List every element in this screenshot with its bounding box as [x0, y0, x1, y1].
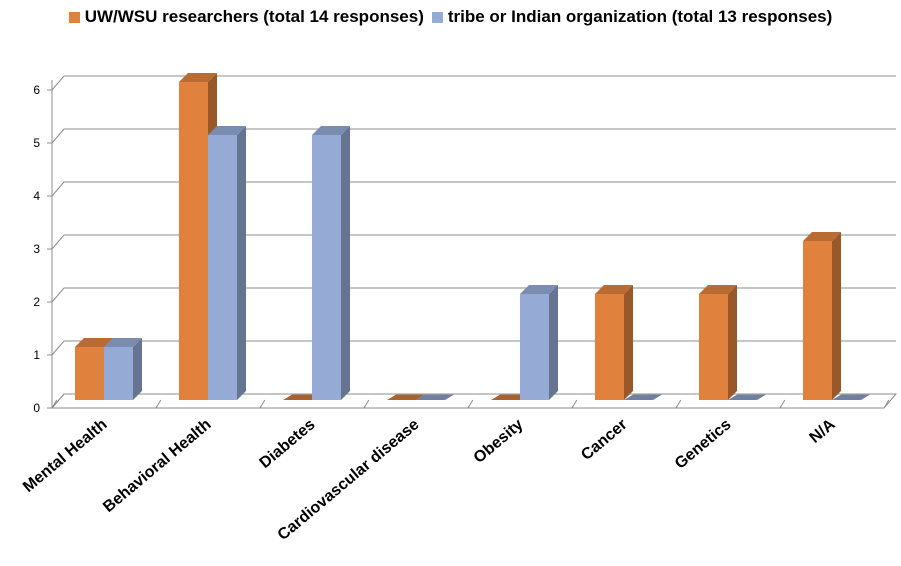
y-tick-label: 6: [33, 83, 40, 97]
bar-top: [520, 285, 558, 294]
bar-side: [624, 285, 633, 400]
legend-item-uw-wsu: UW/WSU researchers (total 14 responses): [68, 7, 424, 27]
bar-front: [179, 82, 208, 400]
y-tick-label: 4: [33, 189, 40, 203]
bar-zero: [416, 394, 454, 400]
bar-tribe-genetics: [728, 394, 766, 400]
x-tick-label: Behavioral Health: [100, 416, 214, 516]
y-tick-label: 5: [33, 136, 40, 150]
bar-tribe-mental-health: [104, 338, 142, 400]
x-tick-mark: [51, 399, 58, 409]
bar-tribe-cardiovascular-disease: [416, 394, 454, 400]
x-tick-label: Genetics: [672, 416, 735, 473]
bar-side: [832, 232, 841, 400]
bar-side: [133, 338, 142, 400]
chart-legend: UW/WSU researchers (total 14 responses) …: [0, 5, 901, 29]
gridline-diagonal: [51, 340, 65, 356]
legend-swatch-tribe: [431, 11, 443, 23]
bar-side: [549, 285, 558, 400]
gridline-diagonal: [51, 393, 65, 409]
gridlines: [47, 75, 898, 409]
bar-zero: [728, 394, 766, 400]
bars: [75, 73, 870, 400]
bar-front: [803, 241, 832, 400]
bar-side: [728, 285, 737, 400]
floor: [50, 393, 898, 409]
bar-top: [75, 338, 113, 347]
bar-tribe-diabetes: [312, 126, 350, 400]
legend-item-tribe: tribe or Indian organization (total 13 r…: [431, 7, 833, 27]
gridline-diagonal: [51, 287, 65, 303]
bar-uw-wsu-genetics: [699, 285, 737, 400]
bar-tribe-obesity: [520, 285, 558, 400]
bar-zero: [624, 394, 662, 400]
bar-zero: [387, 394, 425, 400]
gridline-diagonal: [51, 75, 65, 91]
x-tick-label: Diabetes: [257, 416, 319, 472]
y-tick-label: 2: [33, 295, 40, 309]
x-tick-mark: [467, 399, 474, 409]
bar-side: [341, 126, 350, 400]
bar-top: [312, 126, 350, 135]
x-tick-mark: [675, 399, 682, 409]
x-tick-mark: [883, 399, 890, 409]
x-tick-label: Cancer: [578, 416, 630, 464]
y-tick-label: 3: [33, 242, 40, 256]
gridline-diagonal: [51, 181, 65, 197]
bar-front: [595, 294, 624, 400]
bar-top: [179, 73, 217, 82]
bar-top: [803, 232, 841, 241]
x-tick-mark: [779, 399, 786, 409]
bar-uw-wsu-obesity: [491, 394, 529, 400]
y-tick-label: 1: [33, 348, 40, 362]
bar-top: [699, 285, 737, 294]
bar-front: [520, 294, 549, 400]
x-tick-label: Obesity: [471, 416, 527, 467]
y-tick-label: 0: [33, 401, 40, 415]
bar-top: [104, 338, 142, 347]
bar-top: [208, 126, 246, 135]
bar-tribe-cancer: [624, 394, 662, 400]
legend-label-tribe: tribe or Indian organization (total 13 r…: [447, 7, 833, 26]
bar-side: [237, 126, 246, 400]
x-tick-label: Mental Health: [20, 416, 111, 496]
bar-zero: [832, 394, 870, 400]
bar-front: [312, 135, 341, 400]
bar-zero: [283, 394, 321, 400]
bar-front: [208, 135, 237, 400]
gridline-diagonal: [51, 128, 65, 144]
x-tick-mark: [155, 399, 162, 409]
bar-tribe-n-a: [832, 394, 870, 400]
bar-uw-wsu-cardiovascular-disease: [387, 394, 425, 400]
bar-zero: [491, 394, 529, 400]
bar-tribe-behavioral-health: [208, 126, 246, 400]
bar-front: [104, 347, 133, 400]
x-tick-label: N/A: [807, 416, 839, 447]
bar-front: [75, 347, 104, 400]
bar-uw-wsu-cancer: [595, 285, 633, 400]
x-tick-mark: [259, 399, 266, 409]
bar-uw-wsu-n-a: [803, 232, 841, 400]
gridline-diagonal: [51, 234, 65, 250]
x-tick-mark: [571, 399, 578, 409]
x-tick-mark: [363, 399, 370, 409]
legend-swatch-uw-wsu: [68, 11, 80, 23]
bar-front: [699, 294, 728, 400]
legend-label-uw-wsu: UW/WSU researchers (total 14 responses): [84, 7, 424, 26]
bar-top: [595, 285, 633, 294]
bar-uw-wsu-diabetes: [283, 394, 321, 400]
